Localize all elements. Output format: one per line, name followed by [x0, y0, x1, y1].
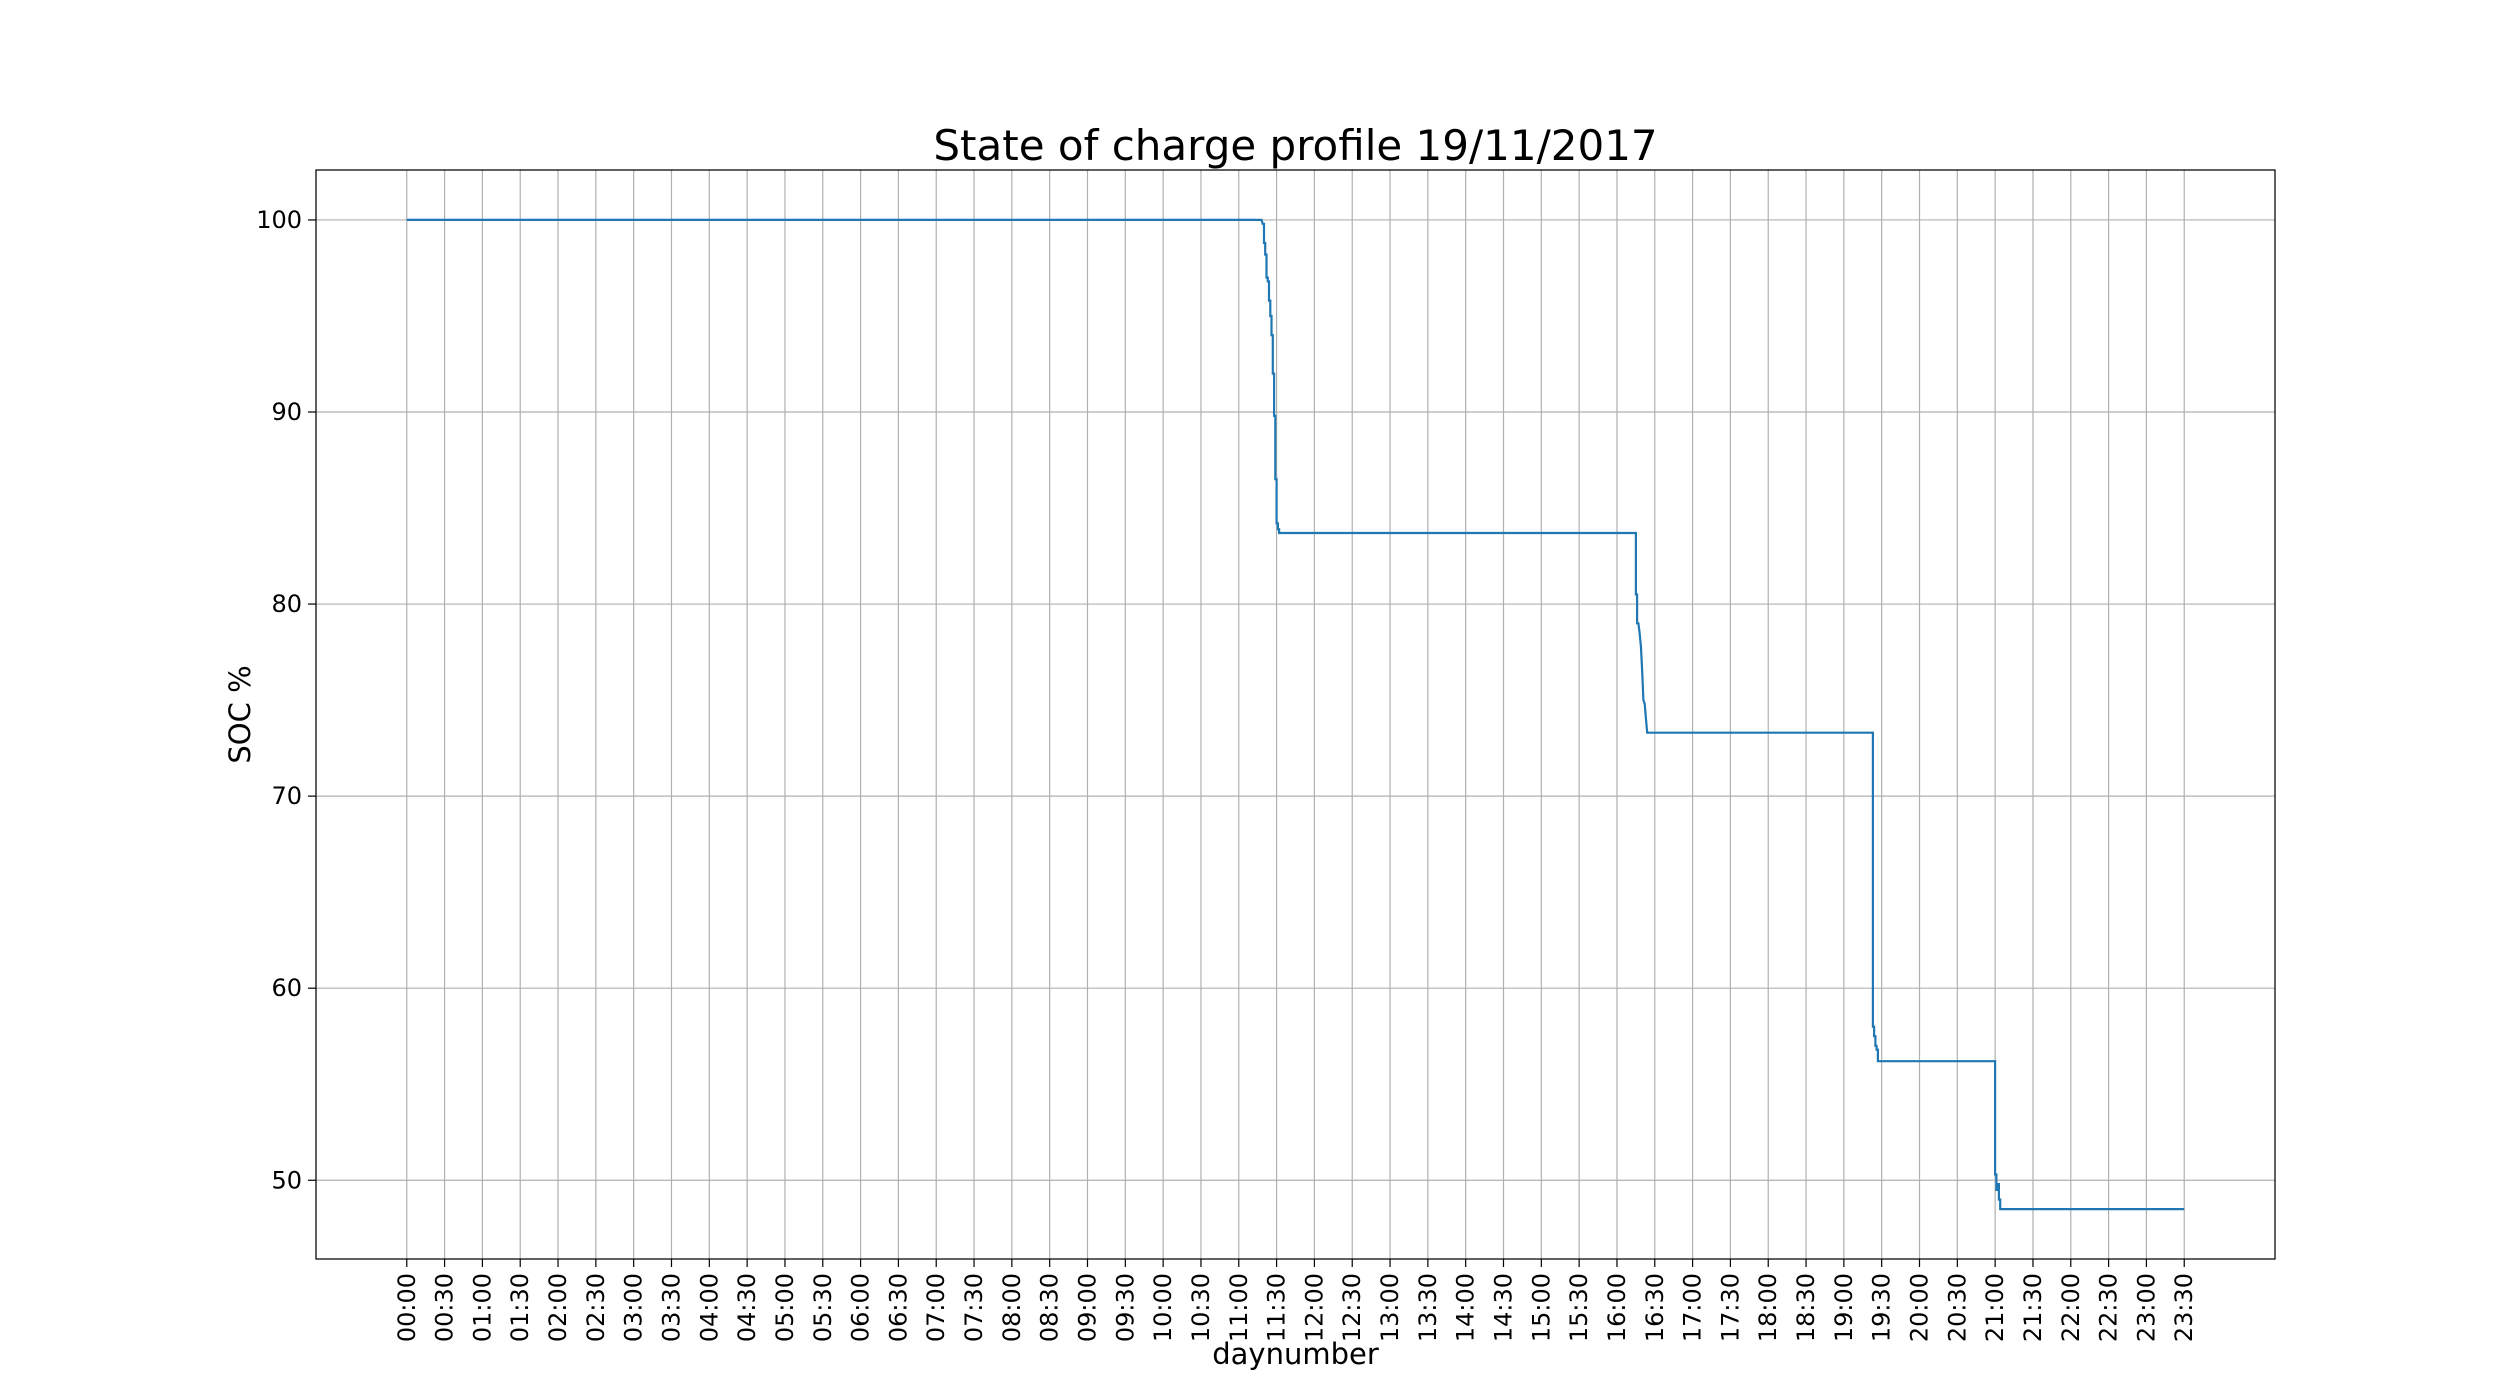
x-tick-label: 17:30 [1716, 1273, 1744, 1342]
x-tick-label: 23:30 [2170, 1273, 2198, 1342]
x-tick-label: 06:30 [884, 1273, 912, 1342]
plot-area-frame [315, 169, 2276, 1260]
y-tick-label: 70 [271, 782, 302, 810]
x-tick-label: 02:30 [582, 1273, 610, 1342]
y-tick-label: 90 [271, 398, 302, 426]
y-gridlines [316, 219, 2275, 1181]
x-tick-label: 23:00 [2132, 1273, 2160, 1342]
x-tick-label: 20:30 [1943, 1273, 1971, 1342]
x-tick-label: 10:00 [1149, 1273, 1177, 1342]
x-tick-label: 00:00 [393, 1273, 421, 1342]
x-tick-label: 19:30 [1868, 1273, 1896, 1342]
x-tick-label: 19:00 [1830, 1273, 1858, 1342]
x-gridlines [406, 170, 2185, 1259]
x-tick-label: 17:00 [1679, 1273, 1707, 1342]
x-tick-label: 18:30 [1792, 1273, 1820, 1342]
x-tick-label: 01:30 [506, 1273, 534, 1342]
x-tick-label: 14:30 [1490, 1273, 1518, 1342]
y-axis-ticks: 50 60 70 80 90 100 [256, 206, 316, 1194]
x-tick-label: 09:30 [1111, 1273, 1139, 1342]
series-layer [406, 218, 2185, 1211]
x-tick-label: 11:00 [1225, 1273, 1253, 1342]
x-tick-label: 14:00 [1452, 1273, 1480, 1342]
y-axis-label: SOC % [223, 665, 257, 763]
chart-title: State of charge profile 19/11/2017 [933, 121, 1657, 170]
x-axis-ticks: 00:00 00:30 01:00 01:30 02:00 02:30 03:00 03:30… [393, 1259, 2198, 1342]
y-tick-label: 80 [271, 590, 302, 618]
x-tick-label: 02:00 [544, 1273, 572, 1342]
x-tick-label: 04:30 [733, 1273, 761, 1342]
x-tick-label: 21:30 [2019, 1273, 2047, 1342]
x-axis-label: daynumber [1212, 1337, 1379, 1371]
y-tick-label: 60 [271, 974, 302, 1002]
soc-series-line [406, 218, 2185, 1211]
x-tick-label: 20:00 [1906, 1273, 1934, 1342]
x-tick-label: 11:30 [1263, 1273, 1291, 1342]
x-tick-label: 03:30 [657, 1273, 685, 1342]
x-tick-label: 16:00 [1603, 1273, 1631, 1342]
x-tick-label: 07:00 [922, 1273, 950, 1342]
x-tick-label: 21:00 [1981, 1273, 2009, 1342]
x-tick-label: 13:00 [1376, 1273, 1404, 1342]
y-tick-label: 100 [256, 206, 302, 234]
x-tick-label: 18:00 [1754, 1273, 1782, 1342]
y-tick-label: 50 [271, 1166, 302, 1194]
x-tick-label: 01:00 [468, 1273, 496, 1342]
x-tick-label: 22:30 [2095, 1273, 2123, 1342]
x-tick-label: 15:00 [1527, 1273, 1555, 1342]
x-tick-label: 06:00 [847, 1273, 875, 1342]
x-tick-label: 12:00 [1300, 1273, 1328, 1342]
x-tick-label: 10:30 [1187, 1273, 1215, 1342]
x-tick-label: 12:30 [1338, 1273, 1366, 1342]
x-tick-label: 00:30 [431, 1273, 459, 1342]
x-tick-label: 08:30 [1036, 1273, 1064, 1342]
x-tick-label: 03:00 [620, 1273, 648, 1342]
x-tick-label: 07:30 [960, 1273, 988, 1342]
x-tick-label: 16:30 [1641, 1273, 1669, 1342]
x-tick-label: 08:00 [998, 1273, 1026, 1342]
x-tick-label: 05:30 [809, 1273, 837, 1342]
x-tick-label: 04:00 [695, 1273, 723, 1342]
x-tick-label: 15:30 [1565, 1273, 1593, 1342]
x-tick-label: 09:00 [1073, 1273, 1101, 1342]
x-tick-label: 22:00 [2057, 1273, 2085, 1342]
x-tick-label: 13:30 [1414, 1273, 1442, 1342]
x-tick-label: 05:00 [771, 1273, 799, 1342]
